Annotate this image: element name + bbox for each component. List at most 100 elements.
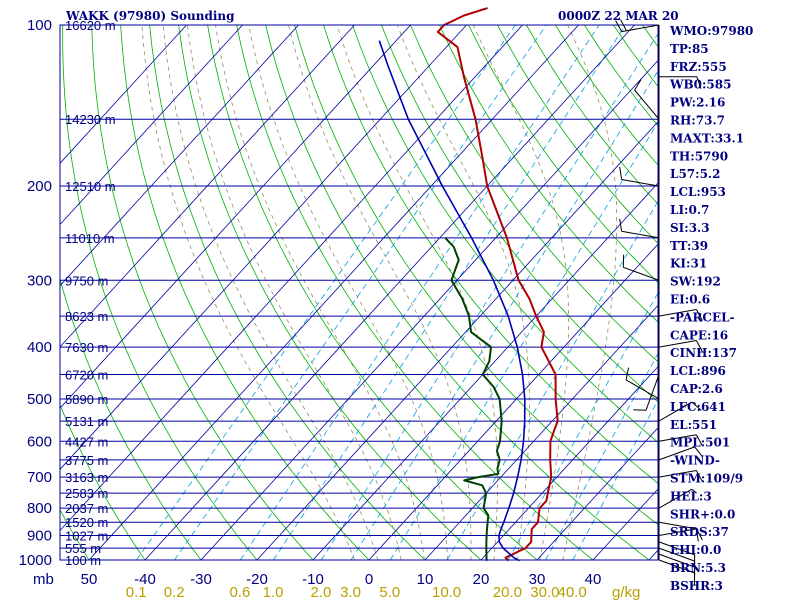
isotherm	[88, 24, 579, 561]
height-label: 4427 m	[65, 434, 108, 449]
wind-barb-flag	[634, 79, 642, 91]
stability-index: STM:109/9	[670, 472, 743, 486]
stability-index: SRDS:37	[670, 525, 729, 539]
height-label: 6720 m	[65, 368, 108, 383]
wind-barb-staff	[658, 541, 695, 556]
temperature-tick-label: -30	[190, 571, 212, 588]
mixing-ratio-tick-label: 10.0	[432, 584, 461, 600]
mixing-ratio-tick-label: 0.6	[229, 584, 250, 600]
height-label: 12510 m	[65, 179, 116, 194]
wind-barb-staff	[658, 470, 697, 478]
mixing-ratio-line	[239, 24, 600, 561]
dry-adiabat	[59, 404, 146, 561]
stability-index: LI:0.7	[670, 203, 709, 217]
isotherm	[312, 182, 659, 561]
wind-barb-flag	[691, 488, 697, 494]
wind-barb-flag	[695, 470, 703, 482]
wind-barb-staff	[634, 89, 660, 120]
chart-title: WAKK (97980) Sounding	[65, 9, 235, 23]
pressure-tick-label: 600	[27, 433, 52, 450]
stability-index: SHR+:0.0	[670, 507, 735, 521]
stability-index: LCL:953	[670, 185, 726, 199]
mixing-ratio-tick-label: 30.0	[530, 584, 559, 600]
wind-barb-staff	[625, 379, 660, 400]
mixing-ratio-line	[507, 292, 659, 561]
temperature-line	[436, 7, 559, 562]
temperature-tick-label: -20	[246, 571, 268, 588]
dry-adiabat	[381, 24, 659, 403]
wind-barb	[619, 218, 660, 239]
pressure-axis: 100 200 300 400 500 600 700 800 900 1000	[19, 17, 52, 569]
mixing-ratio-tick-label: 2.0	[310, 584, 331, 600]
isotherm	[368, 243, 659, 561]
pressure-tick-label: 800	[27, 500, 52, 517]
temperature-tick-label: 10	[417, 571, 434, 588]
stability-index: L57:5.2	[670, 167, 720, 181]
wind-barb	[658, 434, 703, 447]
mixing-ratio-line	[350, 70, 659, 561]
temperature-tick-label: 40	[585, 571, 602, 588]
wind-barb-flag	[695, 340, 703, 352]
height-label: 1520 m	[65, 515, 108, 530]
wind-barb	[633, 374, 660, 411]
isotherm	[59, 24, 467, 470]
mixing-ratio-line	[273, 24, 626, 561]
wind-barb-staff	[621, 230, 660, 239]
mixing-ratio-line	[572, 399, 659, 561]
dry-adiabat	[294, 24, 659, 526]
wind-barb-staff	[621, 179, 660, 187]
temperature-tick-label: -40	[134, 571, 156, 588]
wind-barb	[658, 340, 703, 352]
wind-barb-flag	[625, 367, 630, 380]
wind-barb-flag	[695, 309, 703, 321]
wind-barb-staff	[658, 434, 697, 442]
height-label: 2037 m	[65, 501, 108, 516]
mixing-ratio-unit-label: g/kg	[612, 584, 640, 600]
height-label: 3775 m	[65, 453, 108, 468]
wind-barb-flag	[695, 528, 703, 541]
wind-barb-staff	[658, 488, 693, 509]
stability-index: RH:73.7	[670, 114, 725, 128]
wind-barb	[622, 254, 660, 281]
mixing-ratio-tick-label: 5.0	[379, 584, 400, 600]
temperature-tick-label: 50	[81, 571, 98, 588]
dry-adiabat	[59, 279, 202, 561]
wind-barb-staff	[658, 547, 695, 562]
temperature-tick-label: -10	[302, 571, 324, 588]
mixing-ratio-tick-label: 20.0	[493, 584, 522, 600]
wind-barb-flag	[696, 76, 702, 89]
stability-index: MAXT:33.1	[670, 131, 744, 145]
stability-index: LCL:896	[670, 364, 726, 378]
dry-adiabat	[555, 24, 659, 166]
chart-timestamp: 0000Z 22 MAR 20	[558, 9, 679, 23]
parcel-line	[378, 40, 526, 562]
wind-barb-staff	[623, 266, 660, 281]
wind-barb	[658, 528, 703, 541]
mixing-ratio-axis: 0.1 0.2 0.6 1.0 2.0 3.0 5.0 10.0 20.0 30.040.0	[126, 584, 587, 600]
wind-barb	[625, 367, 660, 400]
stability-index: EL:551	[670, 418, 717, 432]
pressure-tick-label: 700	[27, 469, 52, 486]
dry-adiabat	[410, 24, 659, 363]
stability-index: PW:2.16	[670, 96, 725, 110]
isotherm	[424, 305, 659, 561]
stability-index: HEL:3	[670, 489, 712, 503]
temperature-tick-label: 30	[529, 571, 546, 588]
isotherm	[59, 24, 243, 225]
mixing-ratio-tick-label: 0.2	[164, 584, 185, 600]
wind-barb-staff	[658, 521, 697, 530]
stability-index: BSHR:3	[670, 579, 723, 593]
pressure-tick-label: 500	[27, 391, 52, 408]
mixing-ratio-tick-label: 0.1	[126, 584, 147, 600]
stability-index: TT:39	[670, 239, 708, 253]
stability-index: MPL:501	[670, 436, 730, 450]
dewpoint-line	[444, 237, 503, 562]
dry-adiabat	[352, 24, 659, 443]
wind-barb	[658, 541, 696, 568]
stability-index: WB0:585	[669, 78, 731, 92]
temperature-tick-label: 20	[473, 571, 490, 588]
wind-barb-staff	[658, 553, 695, 568]
wind-barb-flag	[619, 166, 623, 180]
